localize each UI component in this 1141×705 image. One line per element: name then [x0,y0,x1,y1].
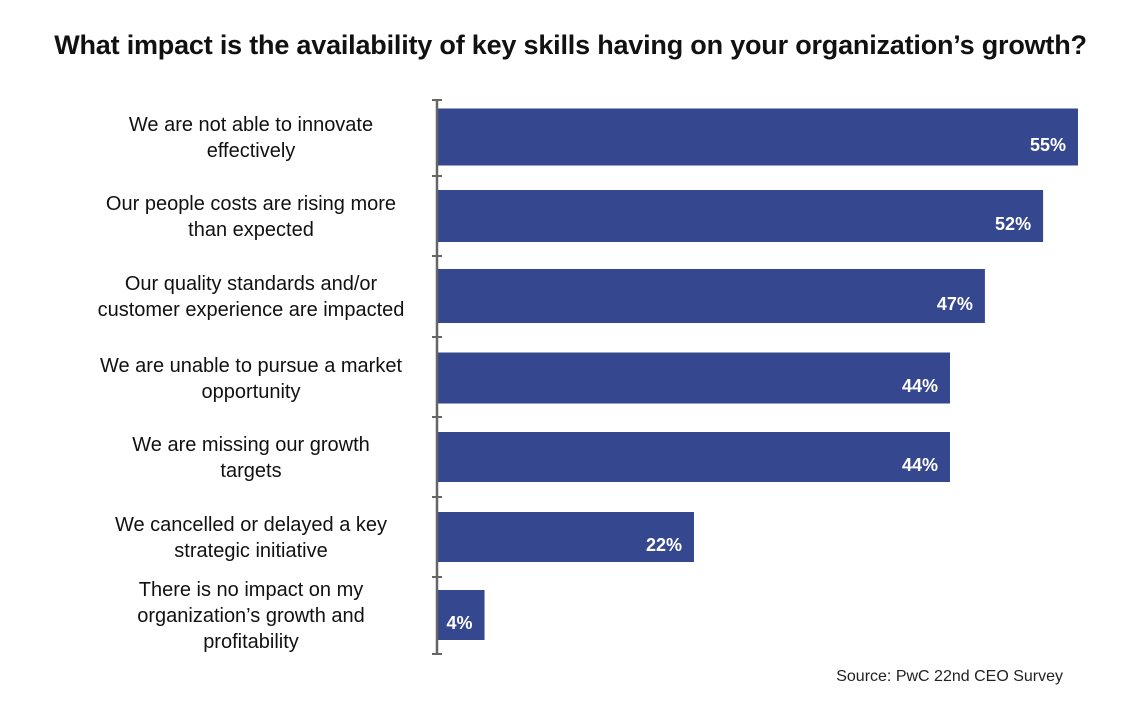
bar-4 [438,352,950,404]
bar-7 [438,590,485,640]
value-label-1: 55% [1030,135,1066,155]
category-label-3: Our quality standards and/or customer exp… [98,273,405,321]
value-label-3: 47% [937,294,973,314]
value-label-7: 4% [447,613,473,633]
value-labels-group: 55% 52% 47% 44% 44% 22% 4% [447,135,1066,633]
category-label-5: We are missing our growth targets [132,434,370,482]
chart-title: What impact is the availability of key s… [54,30,1087,60]
value-label-4: 44% [902,376,938,396]
category-label-2: Our people costs are rising more than exp… [106,193,396,241]
bar-1 [438,108,1078,166]
bar-2 [438,190,1044,242]
category-label-6: We cancelled or delayed a key strategic i… [115,514,387,562]
category-label-7: There is no impact on my organization’s g… [137,579,365,653]
bar-6 [438,512,694,562]
value-label-2: 52% [995,214,1031,234]
bars-group [438,108,1078,640]
source-note: Source: PwC 22nd CEO Survey [836,668,1063,685]
category-labels-group: We are not able to innovate effectively Ou… [98,114,405,653]
bar-3 [438,269,985,323]
category-axis-ticks [432,99,442,655]
bar-5 [438,432,950,482]
value-label-5: 44% [902,455,938,475]
category-label-4: We are unable to pursue a market opportun… [100,355,402,403]
category-label-1: We are not able to innovate effectively [129,114,373,162]
value-label-6: 22% [646,535,682,555]
